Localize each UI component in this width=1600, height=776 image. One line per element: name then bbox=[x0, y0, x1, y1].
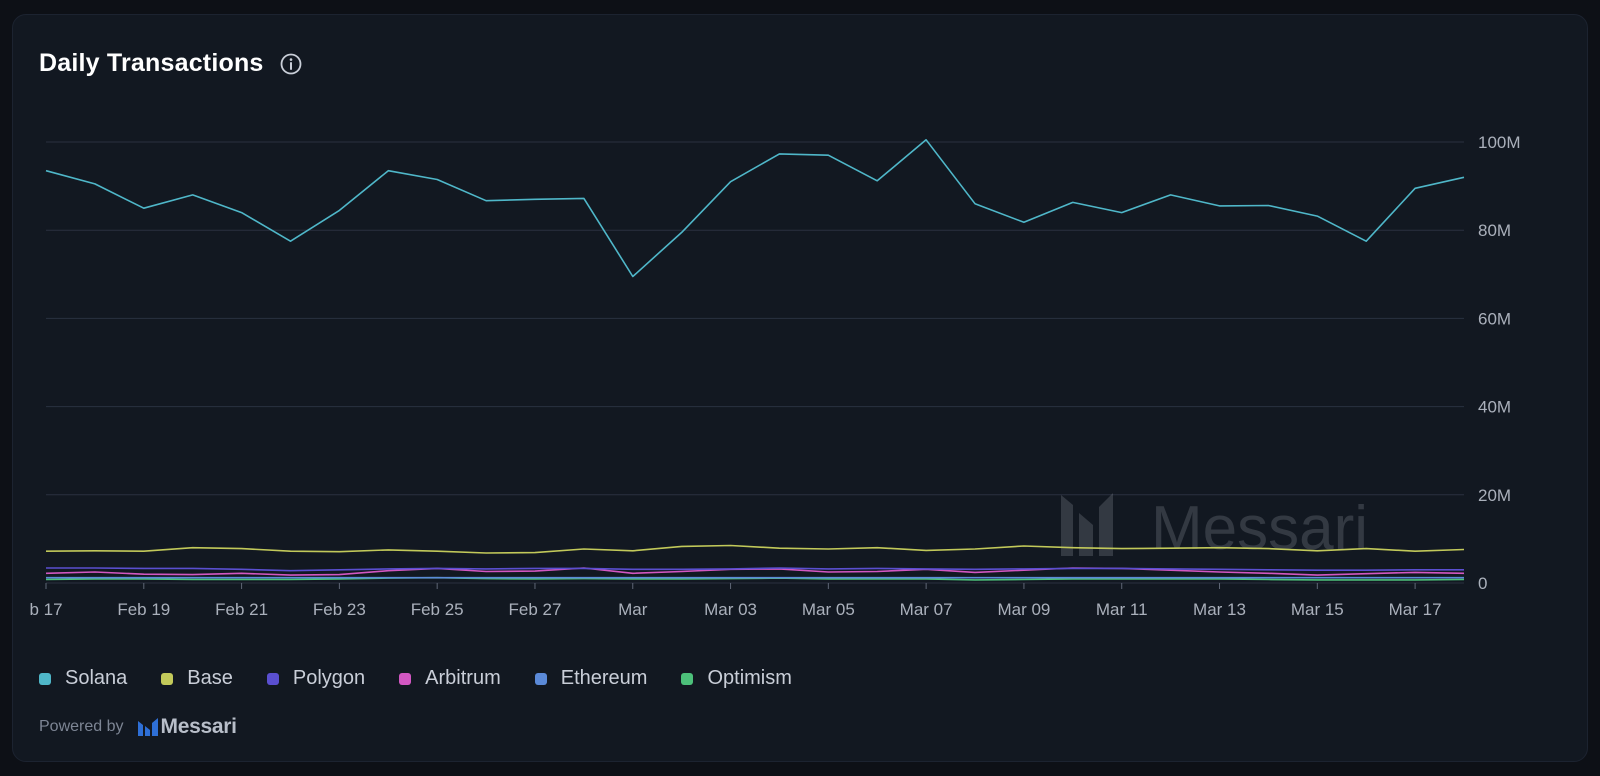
y-tick-label: 0 bbox=[1478, 574, 1487, 593]
chart-card: Daily Transactions 0 20M 40M 60M 80M 100M Mess… bbox=[12, 14, 1588, 762]
legend-item-arbitrum[interactable]: Arbitrum bbox=[399, 667, 501, 690]
x-tick-label: Mar 15 bbox=[1291, 600, 1344, 619]
legend-label: Base bbox=[187, 667, 233, 689]
x-tick-label: Mar bbox=[618, 600, 648, 619]
legend-label: Optimism bbox=[707, 667, 792, 689]
x-tick-label: Mar 07 bbox=[900, 600, 953, 619]
x-tick-label: Feb 19 bbox=[117, 600, 170, 619]
x-tick-label: Mar 09 bbox=[997, 600, 1050, 619]
x-tick-label: Mar 13 bbox=[1193, 600, 1246, 619]
messari-logo-icon bbox=[137, 718, 158, 736]
legend-label: Polygon bbox=[292, 667, 366, 689]
watermark-logo-icon bbox=[1061, 493, 1113, 556]
legend-swatch bbox=[39, 672, 51, 685]
x-tick-label: Feb 21 bbox=[215, 600, 268, 619]
y-tick-label: 20M bbox=[1478, 486, 1511, 505]
legend-item-base[interactable]: Base bbox=[161, 667, 233, 690]
y-tick-label: 40M bbox=[1478, 398, 1511, 417]
messari-logo-text: Messari bbox=[160, 715, 237, 738]
chart-header: Daily Transactions bbox=[39, 49, 302, 78]
legend-item-ethereum[interactable]: Ethereum bbox=[534, 667, 648, 690]
series-line-base bbox=[45, 544, 1465, 554]
legend-item-polygon[interactable]: Polygon bbox=[266, 667, 366, 690]
series-line-polygon bbox=[46, 567, 1464, 572]
legend-swatch bbox=[534, 672, 547, 685]
legend-label: Ethereum bbox=[560, 667, 648, 689]
powered-by-label: Powered by bbox=[39, 718, 124, 735]
x-tick-label: Mar 05 bbox=[802, 600, 855, 619]
info-icon[interactable] bbox=[280, 53, 302, 75]
legend-item-solana[interactable]: Solana bbox=[39, 667, 127, 690]
y-tick-label: 80M bbox=[1478, 221, 1511, 240]
legend-swatch bbox=[681, 672, 694, 685]
watermark-logo-shape bbox=[1061, 495, 1073, 556]
x-tick-label: Mar 11 bbox=[1096, 600, 1148, 619]
chart-title: Daily Transactions bbox=[39, 49, 264, 77]
legend-swatch bbox=[399, 672, 412, 685]
watermark-logo-shape bbox=[1079, 513, 1093, 556]
x-tick-label: Feb 25 bbox=[411, 600, 464, 619]
x-tick-label: Mar 17 bbox=[1389, 600, 1442, 619]
legend-item-optimism[interactable]: Optimism bbox=[681, 667, 792, 690]
chart-legend: Solana Base Polygon Arbitrum Ethereum Optimis… bbox=[39, 667, 826, 690]
x-tick-label: b 17 bbox=[29, 600, 62, 619]
powered-by: Powered by Messari bbox=[39, 715, 237, 739]
x-tick-label: Feb 27 bbox=[508, 600, 561, 619]
x-tick-label: Mar 03 bbox=[704, 600, 757, 619]
y-tick-label: 60M bbox=[1478, 309, 1511, 328]
watermark-logo-shape bbox=[1099, 493, 1113, 556]
y-tick-label: 100M bbox=[1478, 133, 1521, 152]
legend-swatch bbox=[161, 672, 174, 685]
legend-label: Solana bbox=[65, 667, 128, 689]
series-line-solana bbox=[45, 139, 1465, 278]
legend-swatch bbox=[266, 672, 279, 685]
x-tick-label: Feb 23 bbox=[313, 600, 366, 619]
legend-label: Arbitrum bbox=[425, 667, 501, 689]
watermark: Messari bbox=[1061, 493, 1368, 563]
line-chart: 0 20M 40M 60M 80M 100M Messari b 17 Feb 19 Feb 21… bbox=[29, 133, 1521, 619]
watermark-text: Messari bbox=[1151, 494, 1368, 563]
